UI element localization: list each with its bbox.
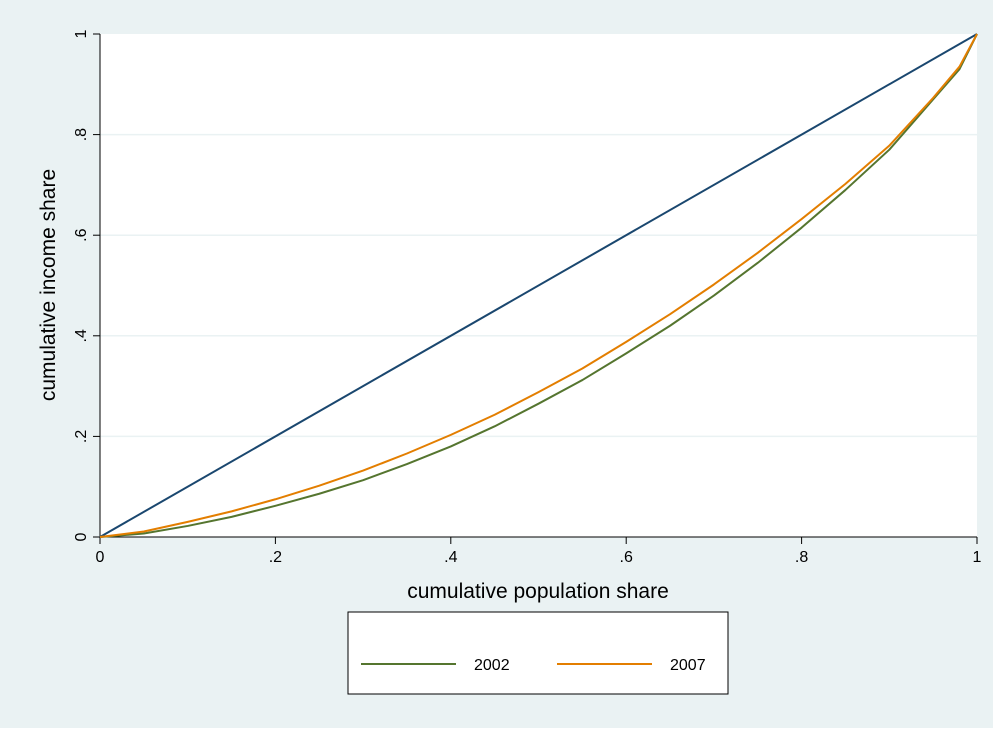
grid-lines: [100, 133, 977, 438]
y-tick-label-4: .8: [73, 128, 90, 141]
y-tick-label-5: 1: [73, 29, 90, 38]
series-line-2002: [99, 33, 978, 538]
legend-label-2007: 2007: [670, 657, 706, 674]
series-lines: [99, 33, 978, 538]
legend-box: [347, 611, 729, 695]
x-tick-label-1: .2: [269, 549, 282, 566]
x-tick-label-3: .6: [620, 549, 633, 566]
y-axis-title: cumulative income share: [37, 169, 60, 401]
x-axis-title: cumulative population share: [407, 580, 669, 603]
y-tick-label-0: 0: [73, 532, 90, 541]
x-tick-label-4: .8: [795, 549, 808, 566]
series-line-2007: [99, 33, 978, 538]
y-tick-label-3: .6: [73, 228, 90, 241]
legend: 2002 2007: [347, 611, 729, 695]
x-tick-label-0: 0: [96, 549, 105, 566]
axes: 0 .2 .4 .6 .8 1 0 .2 .4 .6 .8 1: [73, 29, 982, 566]
x-tick-label-5: 1: [973, 549, 982, 566]
y-tick-label-1: .2: [73, 430, 90, 443]
series-line-equality: [99, 33, 978, 538]
legend-label-2002: 2002: [474, 657, 510, 674]
x-tick-label-2: .4: [444, 549, 457, 566]
y-tick-label-2: .4: [73, 329, 90, 342]
